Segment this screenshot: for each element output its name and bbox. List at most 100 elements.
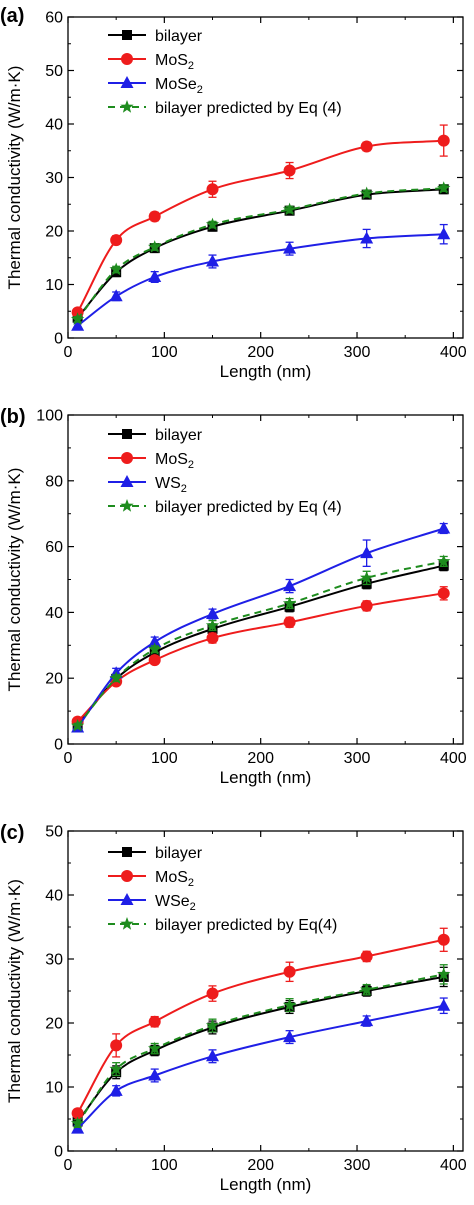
y-tick-label: 20 <box>45 224 63 241</box>
series-4 <box>71 554 451 732</box>
x-tick-label: 200 <box>247 1157 274 1174</box>
y-tick-label: 50 <box>45 824 63 841</box>
y-tick-label: 40 <box>45 888 63 905</box>
y-tick-label: 0 <box>54 331 63 348</box>
data-point <box>148 642 162 655</box>
series-2 <box>71 124 450 319</box>
legend-marker <box>122 30 132 40</box>
series-1 <box>72 966 449 1127</box>
series-curve <box>76 973 444 1125</box>
x-axis-label: Length (nm) <box>220 768 312 787</box>
x-tick-label: 300 <box>344 344 371 361</box>
data-point <box>360 599 373 612</box>
data-point <box>283 241 297 254</box>
legend-label: MoS2 <box>155 869 194 889</box>
legend-marker <box>121 452 133 464</box>
y-tick-label: 0 <box>54 737 63 754</box>
legend-label: bilayer predicted by Eq (4) <box>155 499 342 516</box>
y-tick-label: 40 <box>45 117 63 134</box>
series-4 <box>71 964 451 1130</box>
legend-marker <box>122 429 132 439</box>
data-point <box>360 186 374 200</box>
series-curve <box>76 938 444 1114</box>
x-axis-label: Length (nm) <box>220 1175 312 1194</box>
y-axis-label: Thermal conductivity (W/m·K) <box>5 468 24 692</box>
data-point <box>148 240 162 253</box>
data-point <box>109 289 123 302</box>
legend-marker <box>120 475 134 487</box>
data-point <box>110 234 123 247</box>
legend-marker <box>120 893 134 905</box>
plot-frame <box>67 414 464 745</box>
y-tick-label: 0 <box>54 1144 63 1161</box>
data-point <box>71 718 85 732</box>
x-tick-label: 200 <box>247 750 274 767</box>
data-point <box>206 183 219 196</box>
data-point <box>71 312 85 325</box>
legend-marker <box>120 499 134 512</box>
data-point <box>437 998 451 1011</box>
data-point <box>206 607 220 620</box>
data-point <box>206 632 219 645</box>
legend-label: MoS2 <box>155 52 194 72</box>
legend-marker <box>121 53 133 65</box>
y-axis-label: Thermal conductivity (W/m·K) <box>5 66 24 290</box>
data-point <box>360 140 373 153</box>
y-tick-label: 80 <box>45 473 63 490</box>
data-point <box>283 616 296 629</box>
data-point <box>148 654 161 667</box>
data-point <box>437 134 450 147</box>
data-point <box>109 1062 123 1075</box>
y-tick-label: 20 <box>45 1016 63 1033</box>
x-tick-label: 100 <box>151 750 178 767</box>
legend: bilayer MoS2 WS2 bilayer predicted by Eq (4… <box>108 427 342 516</box>
data-point <box>283 1030 297 1043</box>
y-tick-label: 100 <box>36 408 63 425</box>
data-point <box>437 933 450 946</box>
series-4 <box>71 181 451 325</box>
data-point <box>437 554 451 568</box>
data-point <box>437 967 451 980</box>
data-point <box>148 210 161 223</box>
x-tick-label: 0 <box>64 1157 73 1174</box>
data-point <box>205 618 220 632</box>
data-point <box>206 254 220 267</box>
series-1 <box>72 560 449 730</box>
y-tick-label: 40 <box>45 605 63 622</box>
legend: bilayer MoS2 MoSe2 bilayer predicted by Eq … <box>108 28 342 117</box>
x-axis-label: Length (nm) <box>220 362 312 381</box>
data-point <box>360 950 373 963</box>
x-tick-label: 0 <box>64 750 73 767</box>
data-point <box>283 965 296 978</box>
data-point <box>205 217 220 231</box>
legend-label: bilayer predicted by Eq (4) <box>155 100 342 117</box>
y-tick-label: 30 <box>45 170 63 187</box>
y-tick-label: 10 <box>45 277 63 294</box>
data-point <box>109 1083 123 1096</box>
data-point <box>205 1018 220 1032</box>
legend-label: MoSe2 <box>155 76 203 96</box>
series-curve <box>76 560 444 727</box>
legend-marker <box>120 76 134 88</box>
data-point <box>282 596 297 610</box>
legend-marker <box>120 100 134 113</box>
legend-marker <box>121 870 133 882</box>
series-3 <box>71 223 451 331</box>
series-curve <box>76 564 444 726</box>
data-point <box>437 521 451 534</box>
data-point <box>282 998 297 1011</box>
data-point <box>437 227 451 240</box>
series-2 <box>71 586 450 728</box>
legend-label: bilayer <box>155 28 203 45</box>
data-point <box>206 987 219 1000</box>
data-point <box>109 262 123 276</box>
legend-marker <box>122 847 132 857</box>
data-point <box>283 164 296 177</box>
data-point <box>437 587 450 600</box>
panel-label: (a) <box>0 5 24 27</box>
data-point <box>110 1039 123 1052</box>
data-point <box>360 231 374 244</box>
data-point <box>71 1107 84 1120</box>
x-tick-label: 300 <box>344 750 371 767</box>
